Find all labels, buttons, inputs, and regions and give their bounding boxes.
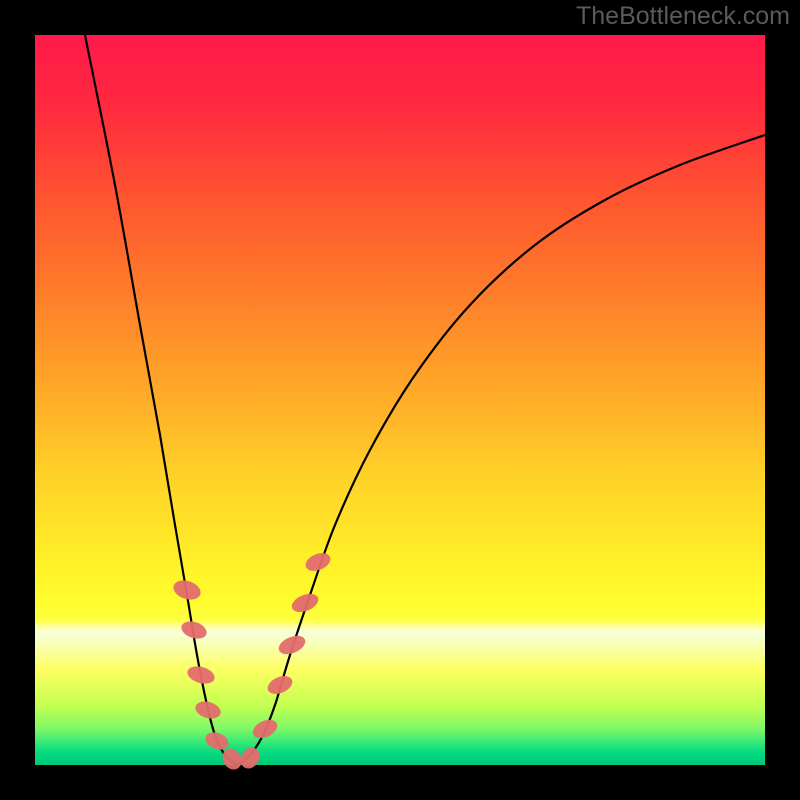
curve-marker xyxy=(185,663,216,686)
curve-marker xyxy=(265,672,295,697)
curve-marker xyxy=(237,744,264,772)
curve-markers xyxy=(171,550,333,773)
curve-layer xyxy=(35,35,765,765)
curve-marker xyxy=(179,618,209,641)
chart-container: TheBottleneck.com xyxy=(0,0,800,800)
watermark-text: TheBottleneck.com xyxy=(576,2,790,31)
curve-marker xyxy=(250,716,280,742)
curve-marker xyxy=(276,632,308,658)
curve-marker xyxy=(171,577,203,603)
v-curve xyxy=(85,35,765,764)
plot-area xyxy=(35,35,765,765)
curve-marker xyxy=(193,699,222,722)
